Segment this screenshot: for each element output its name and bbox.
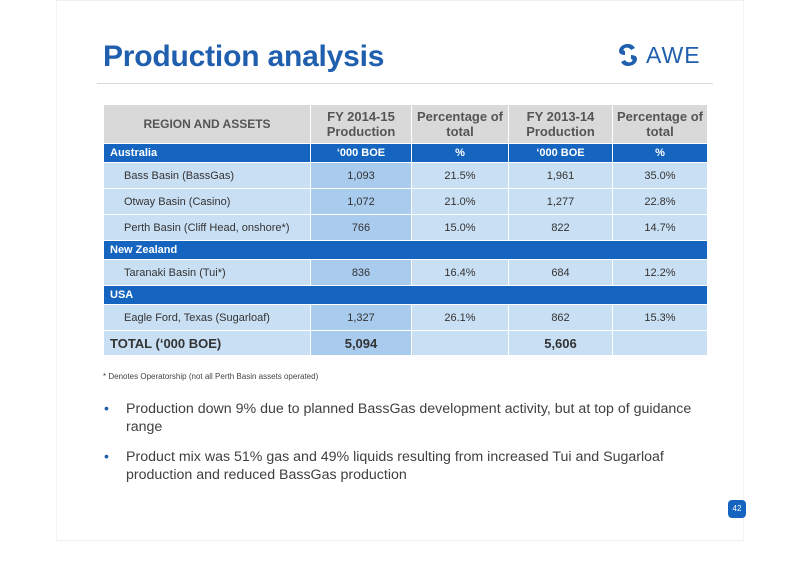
pct2015-value: 26.1% <box>411 304 509 331</box>
total-fy2014: 5,606 <box>508 330 613 356</box>
header-fy2014: FY 2013-14 Production <box>508 104 613 144</box>
page-number: 42 <box>728 500 746 518</box>
footnote: * Denotes Operatorship (not all Perth Ba… <box>103 372 319 381</box>
pct2014-value: 12.2% <box>612 259 708 286</box>
unit-cell: ‘000 BOE <box>310 143 412 163</box>
section-row-usa: USA <box>103 285 708 305</box>
bullet-dot-icon: • <box>104 449 109 465</box>
fy2014-value: 1,277 <box>508 188 613 215</box>
asset-name: Perth Basin (Cliff Head, onshore*) <box>103 214 311 241</box>
fy2014-value: 862 <box>508 304 613 331</box>
fy2015-value: 1,327 <box>310 304 412 331</box>
bullet-item: • Product mix was 51% gas and 49% liquid… <box>104 448 724 484</box>
company-logo: AWE <box>616 41 701 69</box>
section-label: USA <box>103 285 708 305</box>
table-row: Eagle Ford, Texas (Sugarloaf) 1,327 26.1… <box>103 304 708 331</box>
bullet-list: • Production down 9% due to planned Bass… <box>104 400 724 496</box>
pct2015-value: 21.0% <box>411 188 509 215</box>
logo-text: AWE <box>646 41 701 68</box>
bullet-item: • Production down 9% due to planned Bass… <box>104 400 724 436</box>
header-pct-2015: Percentage of total <box>411 104 509 144</box>
slide-frame-bottom <box>56 540 744 541</box>
header-fy2015: FY 2014-15 Production <box>310 104 412 144</box>
fy2014-value: 822 <box>508 214 613 241</box>
slide-frame-top <box>56 0 744 1</box>
fy2015-value: 1,072 <box>310 188 412 215</box>
fy2015-value: 1,093 <box>310 162 412 189</box>
fy2015-value: 766 <box>310 214 412 241</box>
unit-cell: % <box>612 143 708 163</box>
asset-name: Otway Basin (Casino) <box>103 188 311 215</box>
fy2014-value: 684 <box>508 259 613 286</box>
unit-cell: % <box>411 143 509 163</box>
bullet-text: Production down 9% due to planned BassGa… <box>126 401 692 435</box>
pct2015-value: 15.0% <box>411 214 509 241</box>
pct2014-value: 15.3% <box>612 304 708 331</box>
pct2015-value: 21.5% <box>411 162 509 189</box>
asset-name: Bass Basin (BassGas) <box>103 162 311 189</box>
asset-name: Eagle Ford, Texas (Sugarloaf) <box>103 304 311 331</box>
pct2014-value: 35.0% <box>612 162 708 189</box>
pct2015-value: 16.4% <box>411 259 509 286</box>
total-label: TOTAL (‘000 BOE) <box>103 330 311 356</box>
total-fy2015: 5,094 <box>310 330 412 356</box>
pct2014-value: 22.8% <box>612 188 708 215</box>
fy2014-value: 1,961 <box>508 162 613 189</box>
bullet-text: Product mix was 51% gas and 49% liquids … <box>126 449 664 483</box>
slide-frame-right <box>743 0 744 541</box>
header-pct-2014: Percentage of total <box>612 104 708 144</box>
title-divider <box>97 83 713 84</box>
slide-frame-left <box>56 0 57 541</box>
total-row: TOTAL (‘000 BOE) 5,094 5,606 <box>103 330 708 356</box>
pct2014-value: 14.7% <box>612 214 708 241</box>
slide-title: Production analysis <box>103 40 385 73</box>
asset-name: Taranaki Basin (Tui*) <box>103 259 311 286</box>
awe-logo-icon <box>619 44 637 66</box>
table-row: Bass Basin (BassGas) 1,093 21.5% 1,961 3… <box>103 162 708 189</box>
header-region: REGION AND ASSETS <box>103 104 311 144</box>
section-row-australia: Australia ‘000 BOE % ‘000 BOE % <box>103 143 708 163</box>
table-row: Taranaki Basin (Tui*) 836 16.4% 684 12.2… <box>103 259 708 286</box>
table-header-row: REGION AND ASSETS FY 2014-15 Production … <box>103 104 708 144</box>
total-spacer <box>411 330 509 356</box>
table-row: Perth Basin (Cliff Head, onshore*) 766 1… <box>103 214 708 241</box>
unit-cell: ‘000 BOE <box>508 143 613 163</box>
fy2015-value: 836 <box>310 259 412 286</box>
section-row-new-zealand: New Zealand <box>103 240 708 260</box>
production-table: REGION AND ASSETS FY 2014-15 Production … <box>103 104 708 356</box>
total-spacer <box>612 330 708 356</box>
section-label: New Zealand <box>103 240 708 260</box>
bullet-dot-icon: • <box>104 401 109 417</box>
section-label: Australia <box>103 143 311 163</box>
table-row: Otway Basin (Casino) 1,072 21.0% 1,277 2… <box>103 188 708 215</box>
